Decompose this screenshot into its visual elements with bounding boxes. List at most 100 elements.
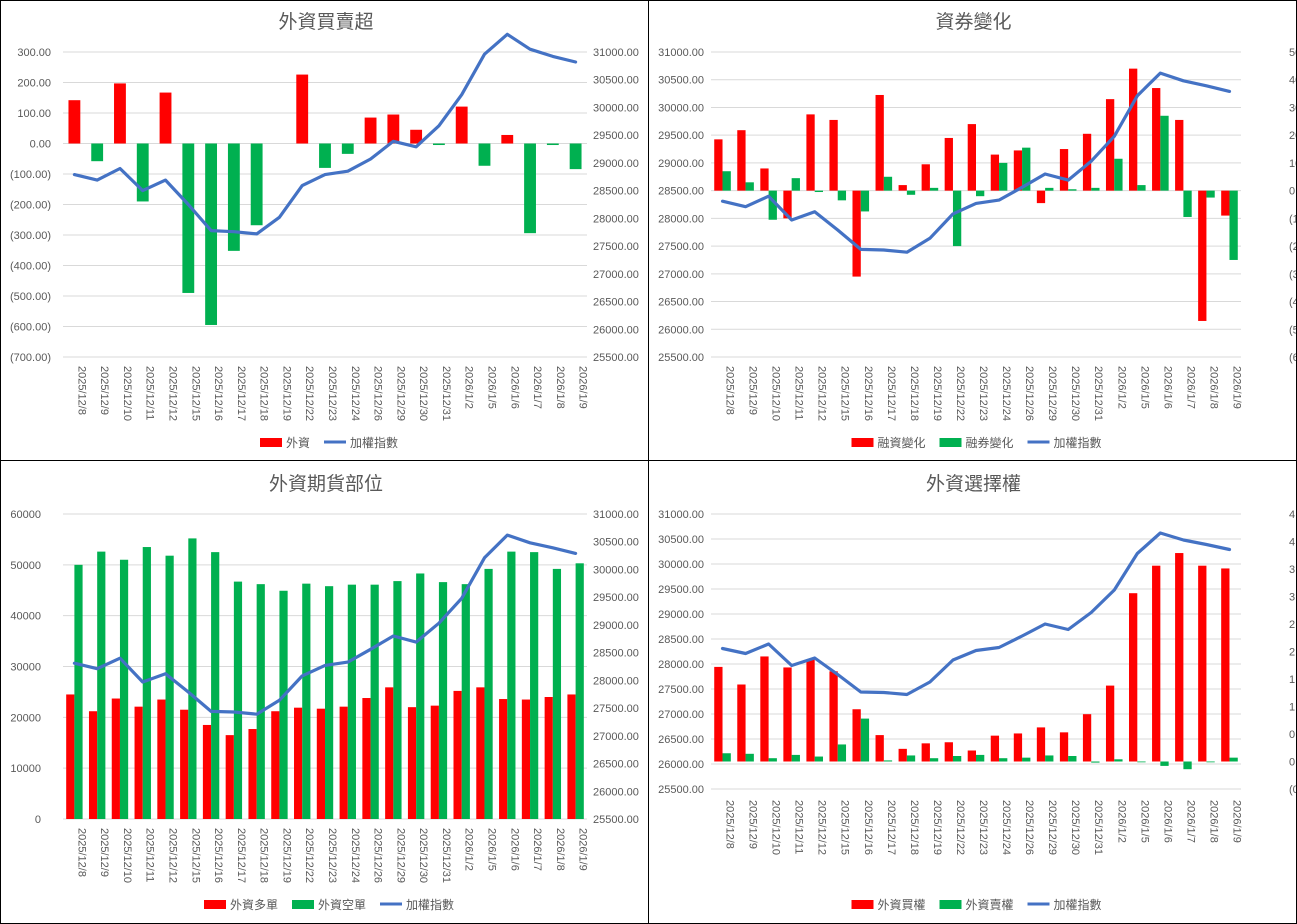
- bar-series1-2025/12/19: [921, 164, 930, 191]
- right-axis-tick-label: 0.50: [1289, 729, 1297, 741]
- bar-series2-2025/12/29: [1045, 755, 1054, 762]
- x-axis-tick-label: 2025/12/19: [931, 800, 943, 855]
- right-axis-tick-label: 28000.00: [593, 213, 639, 225]
- bar-series1-2025/12/16: [202, 724, 212, 819]
- bar-series2-2026/1/7: [1183, 190, 1192, 217]
- bar-series2-2026/1/9: [575, 563, 584, 819]
- x-axis-tick-label: 2025/12/16: [212, 366, 224, 421]
- bar-series2-2025/12/29: [1045, 187, 1054, 191]
- left-axis-tick-label: 27000.00: [658, 709, 704, 721]
- chart-svg-foreign-options: 外資選擇權 31000.00 30500.00 30000.00 29500.00 290…: [658, 473, 1297, 912]
- x-axis-tick-label: 2025/12/16: [862, 366, 874, 421]
- bar-series1-2026/1/7: [1175, 119, 1184, 191]
- bar-series2-2025/12/23: [325, 586, 334, 819]
- left-axis-tick-label: 40000: [10, 611, 41, 623]
- left-axis-tick-label: 26500.00: [658, 297, 704, 309]
- x-axis-tick-label: 2025/12/26: [372, 828, 384, 883]
- bar-series1-2025/12/9: [737, 130, 746, 191]
- bar-series1-2025/12/18: [248, 729, 257, 819]
- bar-series2-2025/12/29: [393, 581, 402, 819]
- right-axis-tick-label: 27500.00: [593, 703, 639, 715]
- bar-series1-2025/12/22: [294, 707, 303, 819]
- bar-series1-2025/12/15: [829, 671, 838, 762]
- bar-series1-2025/12/18: [898, 748, 907, 762]
- x-axis-tick-label: 2025/12/10: [770, 800, 782, 855]
- right-axis-tick-label: 27500.00: [593, 241, 639, 253]
- x-axis-tick-label: 2025/12/24: [349, 366, 361, 421]
- legend-swatch: [292, 900, 314, 909]
- left-axis-tick-label: 200.00: [17, 78, 51, 90]
- bar-series1-2025/12/29: [1036, 727, 1046, 762]
- x-axis-tick-label: 2025/12/19: [931, 366, 943, 421]
- x-axis-tick-label: 2025/12/18: [258, 828, 270, 883]
- bar-2026/1/9: [569, 143, 582, 170]
- bar-series2-2025/12/8: [722, 753, 731, 762]
- left-axis-tick-label: 30000: [10, 662, 41, 674]
- left-axis-tick-label: 26000.00: [658, 324, 704, 336]
- x-axis-tick-label: 2026/1/2: [1115, 800, 1127, 843]
- left-axis-tick-label: 27000.00: [658, 269, 704, 281]
- bar-series1-2025/12/11: [783, 667, 792, 762]
- right-axis-tick-label: 26000.00: [593, 786, 639, 798]
- bar-series2-2026/1/6: [1160, 115, 1169, 191]
- right-axis-tick-label: 4.50: [1289, 509, 1297, 521]
- legend-swatch: [851, 900, 874, 909]
- x-axis-tick-label: 2025/12/8: [75, 828, 87, 877]
- x-axis-tick-label: 2025/12/31: [1092, 366, 1104, 421]
- right-axis-tick-label: (50.00): [1289, 324, 1297, 336]
- x-axis-tick-label: 2025/12/9: [747, 366, 759, 415]
- legend-label: 加權指數: [350, 435, 398, 450]
- x-axis-tick-label: 2026/1/6: [1161, 366, 1173, 409]
- left-axis-tick-label: 27500.00: [658, 241, 704, 253]
- x-axis-tick-label: 2025/12/17: [235, 366, 247, 421]
- bar-series1-2025/12/29: [1036, 190, 1046, 204]
- x-axis-tick-label: 2025/12/10: [770, 366, 782, 421]
- bar-series1-2025/12/8: [714, 139, 723, 191]
- legend-label: 加權指數: [1054, 435, 1102, 450]
- bar-series1-2025/12/11: [783, 190, 792, 219]
- x-axis-tick-label: 2026/1/5: [485, 366, 497, 409]
- x-axis-tick-label: 2025/12/17: [235, 828, 247, 883]
- bar-series2-2025/12/26: [1022, 757, 1031, 762]
- chart-panel-margin-change: 資券變化 31000.00 30500.00 30000.00 29500.00 2900…: [648, 0, 1297, 462]
- x-axis-tick-label: 2025/12/24: [349, 828, 361, 883]
- x-axis-tick-label: 2025/12/19: [280, 366, 292, 421]
- x-axis-tick-label: 2026/1/5: [485, 828, 497, 871]
- right-axis-tick-label: 3.50: [1289, 564, 1297, 576]
- right-axis-tick-label: 28500.00: [593, 648, 639, 660]
- bar-series2-2026/1/5: [484, 568, 493, 819]
- bar-series1-2025/12/23: [967, 750, 976, 762]
- bar-series1-2026/1/6: [1152, 88, 1161, 191]
- legend-label: 加權指數: [406, 897, 454, 912]
- bar-2025/12/12: [159, 92, 172, 144]
- x-axis-tick-label: 2025/12/9: [98, 828, 110, 877]
- bar-series1-2025/12/16: [852, 709, 861, 762]
- bar-2025/12/15: [182, 143, 195, 293]
- left-axis-tick-label: (600.00): [10, 322, 51, 334]
- x-axis-tick-label: 2025/12/29: [1046, 366, 1058, 421]
- bar-series2-2025/12/9: [97, 551, 106, 819]
- left-axis-tick-label: 25500.00: [658, 784, 704, 796]
- legend-swatch: [939, 438, 962, 447]
- left-axis-tick-label: 31000.00: [658, 509, 704, 521]
- bar-series1-2025/12/12: [157, 699, 166, 819]
- bar-series1-2025/12/30: [407, 707, 417, 819]
- bar-series1-2026/1/9: [567, 694, 576, 819]
- x-axis-tick-label: 2025/12/23: [326, 366, 338, 421]
- legend-label: 融券變化: [966, 435, 1014, 450]
- x-axis-tick-label: 2025/12/8: [75, 366, 87, 415]
- left-axis-tick-label: 28000.00: [658, 213, 704, 225]
- index-line: [720, 71, 1232, 254]
- left-axis-tick-label: 30500.00: [658, 75, 704, 87]
- bar-series2-2025/12/15: [188, 538, 197, 819]
- bar-series1-2025/12/26: [362, 698, 371, 819]
- left-axis-tick-label: 29000.00: [658, 158, 704, 170]
- bar-series1-2025/12/10: [111, 698, 120, 819]
- bar-series2-2025/12/31: [1091, 187, 1100, 191]
- bar-series2-2025/12/24: [347, 584, 356, 819]
- bar-series2-2025/12/23: [976, 190, 985, 197]
- bar-series2-2025/12/15: [837, 190, 847, 201]
- x-axis-tick-label: 2025/12/10: [121, 828, 133, 883]
- bar-series2-2025/12/16: [211, 552, 220, 819]
- left-axis-tick-label: 30500.00: [658, 534, 704, 546]
